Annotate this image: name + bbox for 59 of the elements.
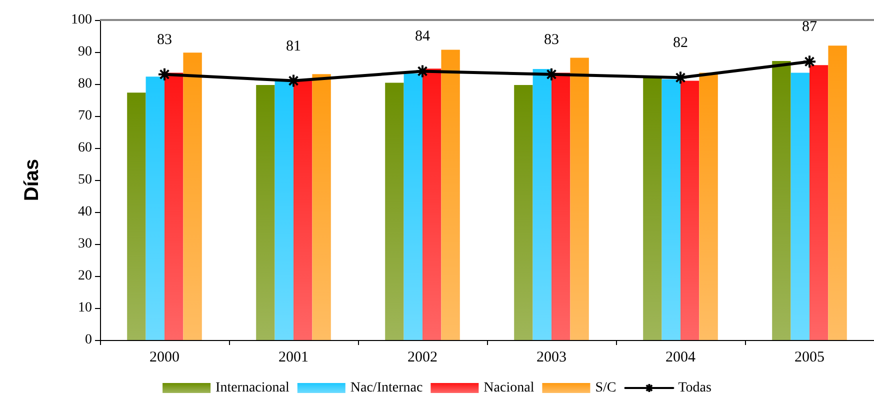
- bar: [810, 65, 828, 340]
- data-label: 81: [286, 38, 301, 54]
- bar: [570, 58, 589, 340]
- bar: [183, 52, 202, 340]
- y-tick-label: 50: [78, 172, 92, 188]
- point: [544, 67, 558, 82]
- x-tick-label: 2005: [794, 350, 824, 366]
- bar: [532, 68, 552, 340]
- data-label: 83: [157, 32, 172, 48]
- bar: [680, 80, 700, 340]
- bar: [404, 73, 422, 340]
- x-tick-label: 2000: [150, 350, 180, 366]
- bar: [514, 84, 533, 340]
- bar: [274, 80, 294, 340]
- legend-label: Nac/Internac: [350, 380, 423, 396]
- point: [286, 74, 300, 88]
- bar: [790, 72, 810, 340]
- y-tick-label: 90: [78, 44, 92, 60]
- bar: [127, 92, 146, 340]
- bar: [643, 76, 662, 340]
- bar: [294, 80, 312, 340]
- x-tick-label: 2002: [408, 350, 438, 366]
- y-axis-title: Días: [21, 158, 43, 202]
- x-tick-label: 2004: [666, 350, 696, 366]
- y-tick-label: 60: [78, 140, 92, 156]
- bar: [385, 82, 404, 340]
- legend-label: Todas: [678, 380, 712, 396]
- legend-label: Internacional: [216, 380, 290, 396]
- bar: [146, 76, 164, 340]
- y-tick-label: 70: [78, 108, 92, 124]
- legend-label: S/C: [595, 380, 616, 396]
- point: [802, 54, 816, 69]
- y-tick-label: 100: [71, 12, 92, 28]
- y-tick-label: 40: [78, 204, 92, 220]
- bar: [662, 79, 680, 340]
- x-tick-label: 2003: [536, 350, 566, 366]
- point: [158, 67, 172, 82]
- bar: [552, 72, 570, 340]
- bar: [699, 72, 718, 340]
- point: [674, 70, 688, 85]
- y-tick-label: 20: [78, 268, 92, 284]
- bar: [828, 46, 847, 340]
- data-label: 82: [673, 35, 688, 52]
- legend-label: Nacional: [484, 380, 534, 396]
- bar: [256, 84, 275, 340]
- y-tick-label: 80: [78, 76, 92, 92]
- bar: [422, 68, 442, 340]
- bar: [441, 50, 460, 340]
- data-label: 83: [544, 32, 559, 48]
- bar: [312, 74, 331, 340]
- y-tick-label: 0: [85, 332, 92, 348]
- point: [416, 64, 430, 78]
- x-tick-label: 2001: [278, 350, 308, 366]
- y-tick-label: 10: [78, 300, 92, 316]
- data-label: 84: [415, 28, 430, 45]
- bar: [772, 60, 791, 340]
- data-label: 87: [802, 19, 818, 36]
- bar: [164, 72, 184, 340]
- y-tick-label: 30: [78, 236, 92, 252]
